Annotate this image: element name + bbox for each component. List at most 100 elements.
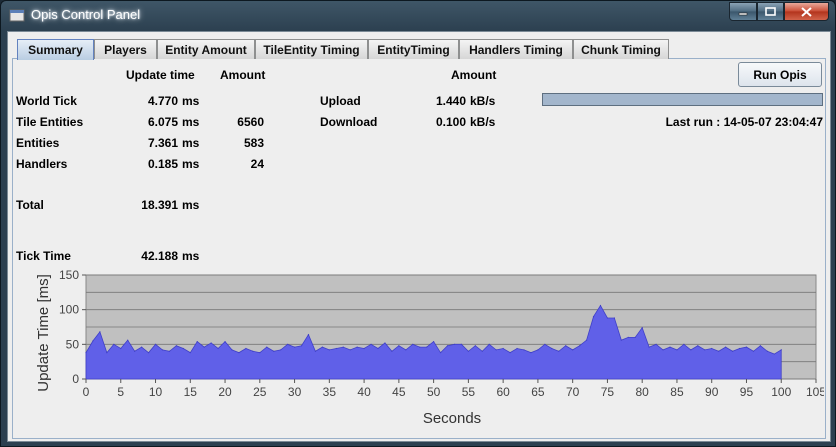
x-tick-label: 5 <box>117 385 124 399</box>
x-tick-label: 30 <box>288 385 302 399</box>
data-point <box>481 350 483 352</box>
data-point <box>669 346 671 348</box>
y-axis-ticks: 0 50 100 150 <box>59 268 86 386</box>
close-button[interactable] <box>784 2 829 21</box>
data-point <box>280 349 282 351</box>
data-point <box>328 349 330 351</box>
java-app-icon <box>9 9 25 22</box>
data-point <box>342 346 344 348</box>
tab-entity-amount[interactable]: Entity Amount <box>157 39 255 59</box>
download-unit: kB/s <box>470 115 496 129</box>
tab-players[interactable]: Players <box>94 39 157 59</box>
x-tick-label: 50 <box>427 385 441 399</box>
data-point <box>106 352 108 354</box>
title-bar[interactable]: Opis Control Panel <box>1 1 835 29</box>
data-point <box>690 349 692 351</box>
data-point <box>252 350 254 352</box>
row-unit-tick-time: ms <box>182 249 200 263</box>
data-point <box>217 347 219 350</box>
main-content: Summary Players Entity Amount TileEntity… <box>7 31 831 442</box>
data-point <box>391 350 393 352</box>
data-point <box>704 349 706 351</box>
x-tick-label: 75 <box>601 385 615 399</box>
row-value-world-tick: 4.770 <box>147 94 178 108</box>
tab-handlers-timing[interactable]: Handlers Timing <box>459 39 573 59</box>
data-point <box>168 350 171 352</box>
data-point <box>648 346 650 348</box>
data-point <box>745 346 748 348</box>
data-point <box>412 343 414 345</box>
data-point <box>405 349 407 351</box>
data-point <box>426 346 428 348</box>
data-point <box>509 352 511 354</box>
col-header-amount: Amount <box>220 68 266 82</box>
maximize-button[interactable] <box>757 2 784 21</box>
row-value-tick-time: 42.188 <box>141 249 178 263</box>
data-point <box>273 350 275 352</box>
row-label-tile-entities: Tile Entities <box>16 115 84 129</box>
row-label-total: Total <box>16 198 44 212</box>
maximize-icon <box>765 7 776 16</box>
x-tick-label: 35 <box>323 385 337 399</box>
x-tick-label: 40 <box>357 385 371 399</box>
data-point <box>321 346 323 348</box>
update-time-chart: 0 5 10 15 20 25 30 35 40 45 50 55 60 65 70 75 80 85 90 95 10… <box>35 268 824 427</box>
data-point <box>780 349 782 351</box>
x-tick-label: 55 <box>462 385 476 399</box>
data-point <box>398 345 400 347</box>
data-point <box>544 343 546 345</box>
row-unit-tile-entities: ms <box>182 115 200 129</box>
data-point <box>759 345 761 347</box>
data-point <box>592 316 595 318</box>
y-axis-label: Update Time [ms] <box>35 274 52 392</box>
minimize-button[interactable] <box>729 2 757 21</box>
download-value: 0.100 <box>435 115 466 129</box>
data-point <box>92 340 94 342</box>
tab-summary[interactable]: Summary <box>17 39 94 60</box>
data-point <box>349 349 351 351</box>
data-point <box>738 347 741 350</box>
col-header-net-amount: Amount <box>451 68 497 82</box>
data-point <box>196 340 198 343</box>
data-point <box>579 345 581 347</box>
upload-value: 1.440 <box>435 94 466 108</box>
data-point <box>370 343 372 345</box>
data-point <box>474 345 476 347</box>
row-unit-handlers: ms <box>182 157 200 171</box>
data-point <box>238 352 240 354</box>
tab-entity-timing[interactable]: EntityTiming <box>368 39 459 59</box>
data-point <box>655 343 657 345</box>
row-value-tile-entities: 6.075 <box>147 115 178 129</box>
upload-unit: kB/s <box>470 94 496 108</box>
data-point <box>307 334 310 336</box>
tab-chunk-timing[interactable]: Chunk Timing <box>573 39 669 59</box>
data-point <box>627 336 629 338</box>
x-tick-label: 100 <box>771 385 791 399</box>
data-point <box>85 352 87 354</box>
data-point <box>634 336 636 338</box>
tab-tileentity-timing[interactable]: TileEntity Timing <box>255 39 368 59</box>
data-point <box>766 350 768 352</box>
data-point <box>641 327 643 329</box>
data-point <box>175 345 177 347</box>
data-point <box>683 343 685 345</box>
run-opis-button[interactable]: Run Opis <box>738 62 822 87</box>
minimize-icon <box>738 12 748 15</box>
data-point <box>134 350 136 352</box>
data-point <box>620 339 622 341</box>
data-point <box>141 346 143 348</box>
x-tick-label: 20 <box>218 385 232 399</box>
x-tick-label: 25 <box>253 385 267 399</box>
data-point <box>433 340 435 343</box>
data-point <box>446 345 449 347</box>
x-tick-label: 65 <box>531 385 545 399</box>
data-point <box>224 340 226 343</box>
x-tick-label: 60 <box>496 385 510 399</box>
y-tick-label: 150 <box>59 268 79 282</box>
row-amount-tile-entities: 6560 <box>237 115 264 129</box>
data-point <box>606 317 609 319</box>
data-point <box>488 343 490 345</box>
row-amount-handlers: 24 <box>250 157 264 171</box>
row-amount-entities: 583 <box>243 136 264 150</box>
